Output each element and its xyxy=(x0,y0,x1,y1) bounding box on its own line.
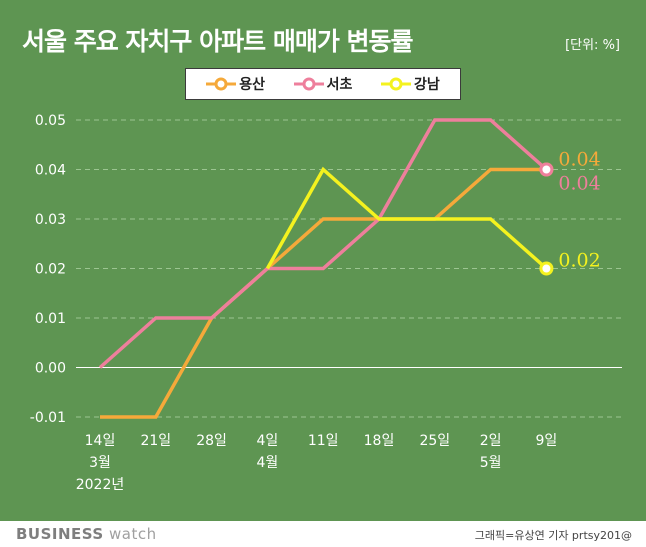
y-tick-label: 0.05 xyxy=(35,113,66,129)
line-chart: -0.01 0.00 0.01 0.02 0.03 0.04 0.05 14일 3월 2022년 2… xyxy=(30,113,622,493)
x-sublabel: 2022년 xyxy=(76,477,125,493)
y-tick-label: -0.01 xyxy=(30,410,66,426)
end-value-label: 0.04 xyxy=(558,149,600,171)
series-line-0 xyxy=(100,167,547,419)
chart-title: 서울 주요 자치구 아파트 매매가 변동률 xyxy=(22,27,414,56)
legend-label: 강남 xyxy=(413,77,440,93)
legend-marker-icon xyxy=(293,77,324,91)
series-end-marker xyxy=(539,162,554,177)
footer: BUSINESS watch 그래픽=유상연 기자 prtsy201@ xyxy=(0,521,646,547)
x-tick-label: 11일 xyxy=(308,433,339,449)
end-value-label: 0.04 xyxy=(558,173,600,195)
x-tick-label: 18일 xyxy=(364,433,395,449)
legend-item-yongsan: 용산 xyxy=(206,74,265,94)
y-tick-label: 0.01 xyxy=(35,311,66,327)
x-tick-label: 4일 xyxy=(257,433,279,449)
y-tick-label: 0.03 xyxy=(35,212,66,228)
y-tick-label: 0.02 xyxy=(35,262,66,278)
x-tick-label: 21일 xyxy=(140,433,171,449)
x-tick-label: 9일 xyxy=(536,433,558,449)
x-sublabel: 5월 xyxy=(480,455,502,471)
x-sublabel: 3월 xyxy=(89,455,111,471)
x-tick-label: 28일 xyxy=(196,433,227,449)
y-tick-label: 0.00 xyxy=(35,361,66,377)
y-tick-label: 0.04 xyxy=(35,163,66,179)
x-tick-label: 2일 xyxy=(480,433,502,449)
legend-marker-icon xyxy=(206,77,237,91)
x-sublabel: 4월 xyxy=(257,455,279,471)
x-tick-label: 14일 xyxy=(85,433,116,449)
legend-item-seocho: 서초 xyxy=(293,74,353,94)
x-tick-label: 25일 xyxy=(419,433,450,449)
series-end-marker xyxy=(539,261,554,276)
series-line-2 xyxy=(265,166,548,270)
legend-item-gangnam: 강남 xyxy=(380,74,440,94)
series-line-1 xyxy=(98,118,548,369)
unit-label: [단위: %] xyxy=(565,38,620,53)
legend-label: 용산 xyxy=(239,77,266,93)
brand-logo: BUSINESS watch xyxy=(16,525,157,543)
credit-text: 그래픽=유상연 기자 prtsy201@ xyxy=(474,529,632,542)
legend-marker-icon xyxy=(380,77,411,91)
end-value-label: 0.02 xyxy=(558,250,600,272)
legend-label: 서초 xyxy=(326,77,353,93)
legend: 용산 서초 강남 xyxy=(185,68,461,100)
